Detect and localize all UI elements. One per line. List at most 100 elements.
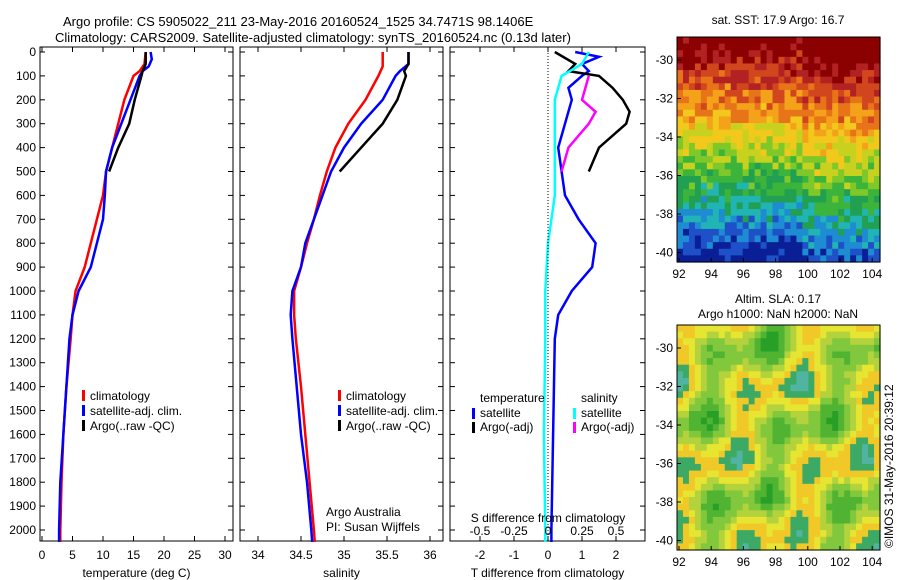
y-tick-label: -40 [656,534,674,548]
map-cell [688,470,696,478]
map-cell [844,96,851,104]
map-cell [778,129,786,137]
map-cell [808,503,815,511]
map-cell [808,169,815,177]
map-cell [742,377,750,386]
map-cell [820,228,827,237]
map-cell [784,209,792,217]
map-cell [718,497,726,505]
map-cell [796,536,803,544]
map-cell [868,116,875,124]
map-cell [736,470,744,478]
map-cell [862,430,869,439]
map-cell [784,530,792,538]
map-cell [790,63,798,71]
map-cell [838,543,845,551]
map-cell [712,477,720,485]
map-cell [868,411,875,419]
map-cell [772,391,780,399]
map-cell [856,377,863,386]
map-cell [742,404,750,412]
map-cell [700,364,708,372]
map-cell [796,430,803,439]
map-cell [868,371,875,379]
map-cell [868,377,875,386]
map-cell [688,510,696,518]
map-cell [706,83,714,91]
map-cell [808,195,815,204]
series-climatology [59,51,147,542]
map-cell [766,331,774,339]
map-cell [820,189,827,197]
map-cell [838,56,845,65]
map-cell [820,364,827,372]
map-cell [742,437,750,445]
map-cell [868,397,875,406]
map-cell [826,83,833,91]
map-cell [820,404,827,412]
map-cell [682,523,690,531]
map-cell [832,228,839,237]
map-cell [736,424,744,432]
map-cell [712,358,720,366]
map-cell [820,209,827,217]
map-cell [724,490,732,498]
map-cell [700,391,708,399]
map-cell [832,195,839,204]
map-cell [844,235,851,243]
map-cell [766,142,774,151]
map-cell [712,103,720,111]
map-cell [742,209,750,217]
map-cell [718,50,726,58]
map-cell [790,136,798,144]
map-cell [862,202,869,210]
map-cell [826,228,833,237]
map-cell [712,215,720,223]
x-tick-label: 5 [69,548,76,562]
map-cell [802,397,809,406]
map-cell [832,424,839,432]
map-cell [868,523,875,531]
map-cell [862,129,869,137]
map-cell [832,483,839,492]
map-cell [856,129,863,137]
map-cell [796,463,803,472]
map-cell [808,242,815,250]
map-cell [808,70,815,78]
x-tick-label: 15 [127,548,141,562]
map-cell [706,430,714,439]
map-cell [862,463,869,472]
map-cell [850,371,857,379]
map-cell [874,149,881,157]
map-cell [778,228,786,237]
map-cell [850,162,857,170]
map-cell [808,76,815,84]
map-cell [874,43,881,51]
map-cell [856,222,863,230]
map-cell [826,430,833,439]
map-cell [748,523,756,531]
map-cell [832,96,839,104]
map-cell [826,391,833,399]
map-cell [688,344,696,353]
map-cell [730,182,738,190]
map-cell [694,182,702,190]
map-cell [748,149,756,157]
map-cell [868,424,875,432]
map-cell [862,222,869,230]
map-cell [796,195,803,204]
map-cell [688,255,696,263]
map-cell [814,63,821,71]
map-cell [856,391,863,399]
map-cell [736,523,744,531]
map-cell [712,202,720,210]
map-cell [748,444,756,452]
map-cell [694,325,702,333]
map-cell [784,344,792,353]
map-cell [688,397,696,406]
map-cell [862,351,869,359]
map-cell [790,543,798,551]
map-cell [808,228,815,237]
map-cell [844,391,851,399]
map-cell [808,450,815,458]
